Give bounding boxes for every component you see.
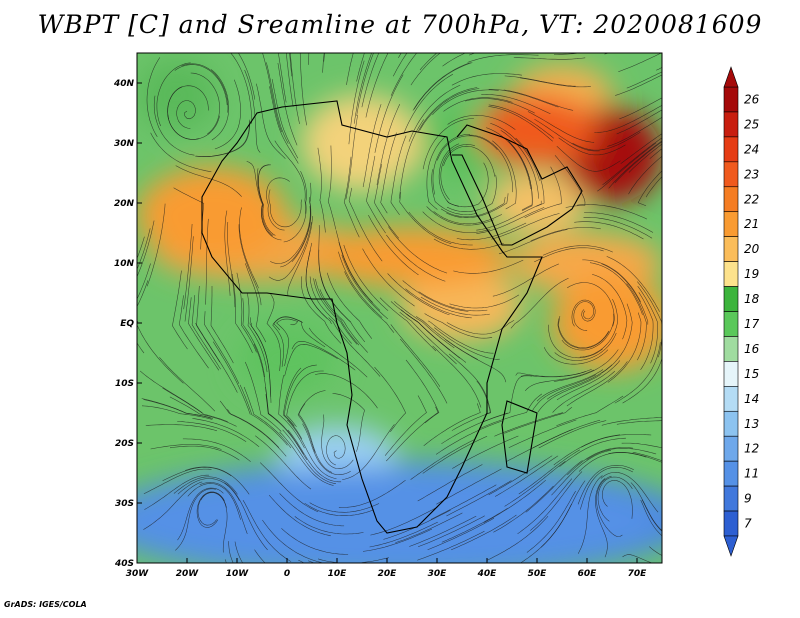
lon-tick-label: 10E <box>328 569 348 579</box>
colorbar-label: 18 <box>744 292 760 306</box>
lat-tick-label: 30N <box>114 139 135 149</box>
lon-tick-label: 10W <box>226 569 250 579</box>
lat-tick-label: 40N <box>113 79 135 89</box>
colorbar-label: 9 <box>744 492 752 506</box>
lon-tick-label: 30E <box>428 569 448 579</box>
colorbar-label: 24 <box>744 142 759 156</box>
colorbar-segment <box>723 186 739 213</box>
lat-tick-label: 20S <box>115 439 134 449</box>
colorbar-label: 23 <box>744 167 759 181</box>
grads-credit: GrADS: IGES/COLA <box>4 600 87 609</box>
lon-tick-label: 50E <box>528 569 548 579</box>
lon-tick-label: 20E <box>378 569 398 579</box>
colorbar-label: 13 <box>744 417 759 431</box>
colorbar-label: 20 <box>744 242 760 256</box>
lon-tick-label: 40E <box>477 569 498 579</box>
colorbar: 26 25 24 23 22 21 20 19 18 17 16 15 14 13 12 11 9 7 <box>723 66 760 557</box>
wbpt-field <box>137 53 662 563</box>
streamlines <box>137 53 662 563</box>
lat-tick-label: 40S <box>114 559 134 569</box>
colorbar-top-arrow <box>723 66 739 88</box>
colorbar-segment <box>723 386 739 412</box>
lon-tick-label: 0 <box>284 569 290 579</box>
colorbar-segment <box>723 485 739 512</box>
colorbar-label: 12 <box>744 442 759 456</box>
colorbar-segment <box>723 460 739 487</box>
colorbar-segment <box>723 136 739 163</box>
colorbar-segment <box>723 86 739 113</box>
colorbar-label: 16 <box>744 342 760 356</box>
colorbar-label: 17 <box>744 317 760 331</box>
colorbar-bottom-arrow <box>723 535 739 557</box>
colorbar-segment <box>723 510 739 537</box>
lon-tick-label: 60E <box>578 569 598 579</box>
colorbar-segment <box>723 111 739 138</box>
plot-frame <box>136 52 663 564</box>
colorbar-segment <box>723 161 739 188</box>
map-title: WBPT [C] and Sreamline at 700hPa, VT: 20… <box>37 10 763 39</box>
lat-tick-label: 10S <box>115 379 134 389</box>
lat-tick-label: EQ <box>120 319 134 329</box>
lat-tick-label: 20N <box>114 199 135 209</box>
colorbar-segment <box>723 435 739 462</box>
lat-tick-label: 30S <box>115 499 134 509</box>
lat-tick-label: 10N <box>114 259 135 269</box>
colorbar-segment <box>723 336 739 362</box>
colorbar-label: 14 <box>744 392 759 406</box>
colorbar-label: 19 <box>744 267 759 281</box>
colorbar-label: 11 <box>744 467 759 481</box>
colorbar-label: 22 <box>744 192 759 206</box>
colorbar-segment <box>723 286 739 312</box>
colorbar-segment <box>723 261 739 287</box>
colorbar-label: 7 <box>744 517 752 531</box>
lon-tick-label: 20W <box>176 569 200 579</box>
lon-tick-label: 70E <box>628 569 648 579</box>
lon-tick-label: 30W <box>126 569 150 579</box>
colorbar-label: 26 <box>744 92 760 106</box>
colorbar-segment <box>723 211 739 237</box>
colorbar-segment <box>723 236 739 262</box>
colorbar-segment <box>723 361 739 387</box>
coastlines <box>201 100 583 534</box>
colorbar-label: 21 <box>744 217 759 231</box>
axes: 30W 20W 10W 0 10E 20E 30E 40E 50E 60E 70E 40N 30N 20N… <box>113 79 647 579</box>
colorbar-segment <box>723 311 739 337</box>
colorbar-label: 15 <box>744 367 759 381</box>
colorbar-segment <box>723 410 739 437</box>
colorbar-label: 25 <box>744 117 759 131</box>
